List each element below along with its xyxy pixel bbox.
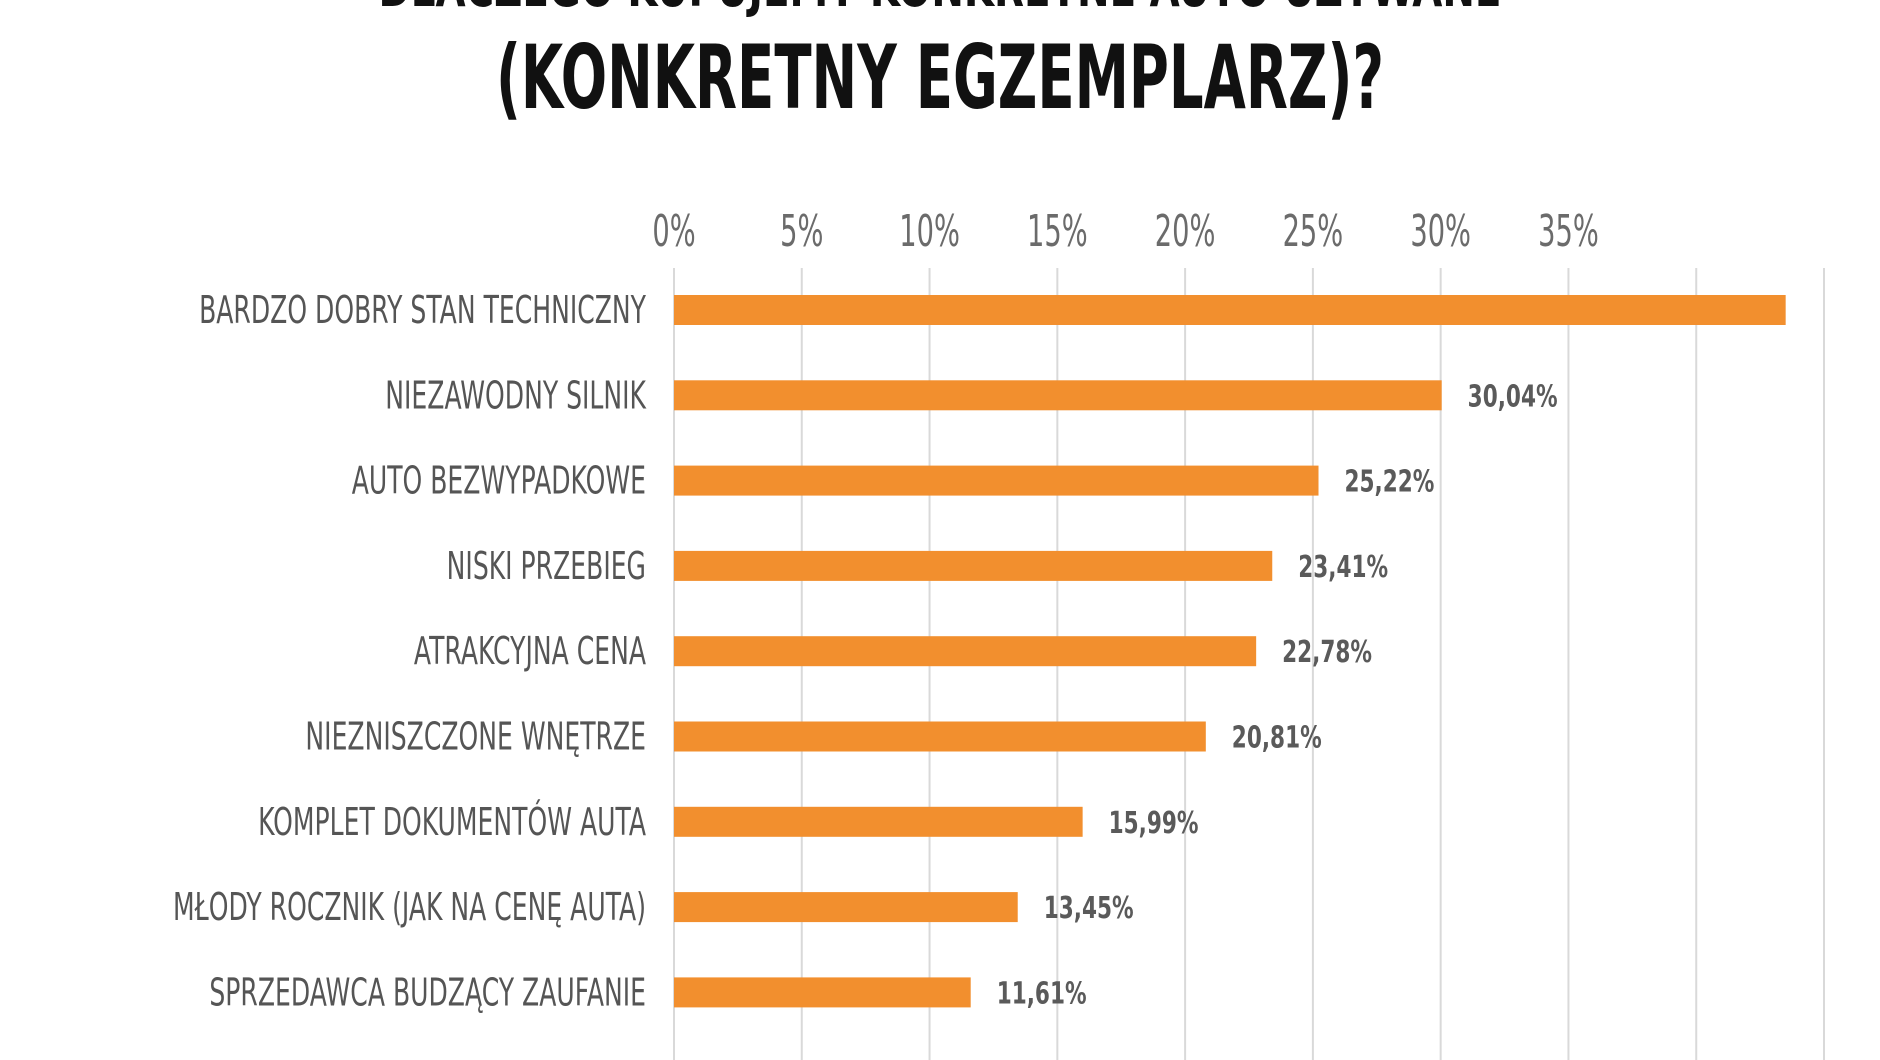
data-label: 11,61% bbox=[997, 977, 1087, 1011]
category-label: AUTO BEZWYPADKOWE bbox=[352, 458, 646, 503]
data-label: 22,78% bbox=[1282, 636, 1372, 670]
x-tick-label: 35% bbox=[1538, 205, 1599, 257]
category-label: NIEZNISZCZONE WNĘTRZE bbox=[305, 714, 646, 759]
bar bbox=[674, 977, 971, 1008]
bar bbox=[674, 550, 1273, 581]
data-label: 13,45% bbox=[1044, 892, 1134, 926]
category-label: BARDZO DOBRY STAN TECHNICZNY bbox=[199, 288, 646, 333]
data-label: 23,41% bbox=[1298, 551, 1388, 585]
category-label: NIEZAWODNY SILNIK bbox=[385, 373, 646, 418]
x-tick-label: 5% bbox=[780, 205, 823, 257]
category-label: SPRZEDAWCA BUDZĄCY ZAUFANIE bbox=[209, 970, 646, 1015]
chart-title-line-1: DLACZEGO KUPUJEMY KONKRETNE AUTO UŻYWANE bbox=[263, 0, 1617, 19]
category-label: NISKI PRZEBIEG bbox=[447, 543, 646, 588]
bars bbox=[674, 295, 1786, 1008]
bar bbox=[674, 465, 1319, 496]
bar bbox=[674, 721, 1206, 752]
x-axis-ticks: 0% 5% 10% 15% 20% 25% 30% 35% bbox=[652, 205, 1598, 257]
category-label: ATRAKCYJNA CENA bbox=[414, 629, 646, 674]
data-label: 25,22% bbox=[1345, 465, 1435, 499]
category-label: AUTO POCHODZI Z POLSKIEJ SIECI DILERSKIE… bbox=[71, 1055, 646, 1060]
data-label: 20,81% bbox=[1232, 721, 1322, 755]
bar bbox=[674, 380, 1442, 411]
category-label: MŁODY ROCZNIK (JAK NA CENĘ AUTA) bbox=[173, 885, 646, 930]
chart-title: (KONKRETNY EGZEMPLARZ)? bbox=[495, 26, 1385, 129]
x-tick-label: 10% bbox=[899, 205, 960, 257]
bar bbox=[674, 806, 1083, 837]
data-label: 30,04% bbox=[1468, 380, 1558, 414]
x-tick-label: 30% bbox=[1410, 205, 1471, 257]
x-tick-label: 0% bbox=[652, 205, 695, 257]
bar bbox=[674, 636, 1257, 667]
data-label: 15,99% bbox=[1109, 806, 1199, 840]
x-tick-label: 15% bbox=[1027, 205, 1088, 257]
x-tick-label: 20% bbox=[1155, 205, 1216, 257]
bar bbox=[674, 892, 1018, 923]
category-labels: BARDZO DOBRY STAN TECHNICZNY NIEZAWODNY S… bbox=[71, 288, 647, 1060]
bar bbox=[674, 295, 1786, 325]
category-label: KOMPLET DOKUMENTÓW AUTA bbox=[258, 798, 646, 844]
data-labels: 30,04% 25,22% 23,41% 22,78% 20,81% 15,99% 13,4… bbox=[997, 380, 1558, 1012]
x-tick-label: 25% bbox=[1283, 205, 1344, 257]
